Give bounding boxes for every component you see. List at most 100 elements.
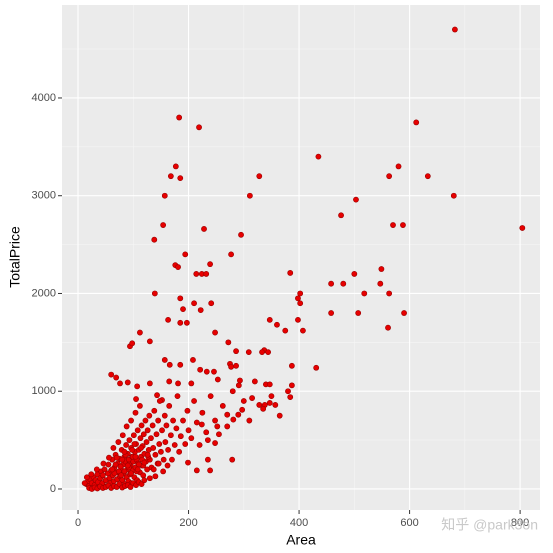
point — [204, 437, 211, 444]
y-axis-title: TotalPrice — [7, 226, 23, 288]
point — [400, 222, 406, 228]
point — [328, 280, 335, 287]
point — [151, 236, 158, 243]
point — [413, 119, 420, 126]
point — [212, 329, 218, 336]
point — [146, 338, 153, 345]
points — [81, 26, 526, 492]
point — [132, 409, 139, 416]
point — [224, 411, 231, 418]
point — [266, 381, 273, 388]
point — [229, 388, 236, 395]
point — [177, 319, 184, 326]
point — [129, 446, 136, 453]
point — [140, 431, 147, 438]
point — [256, 402, 263, 408]
point — [170, 417, 176, 424]
point — [451, 26, 458, 33]
point — [180, 417, 186, 424]
point — [166, 361, 173, 368]
point — [83, 474, 90, 481]
point — [177, 433, 184, 440]
point — [127, 484, 134, 490]
point — [386, 173, 393, 180]
point — [175, 380, 181, 387]
point — [295, 295, 301, 302]
point — [238, 231, 244, 238]
point — [117, 463, 124, 470]
point — [121, 468, 128, 475]
point — [224, 423, 231, 430]
point — [355, 310, 362, 316]
point — [166, 402, 173, 409]
point — [134, 383, 141, 390]
point — [338, 212, 344, 219]
point — [196, 442, 203, 448]
point — [167, 432, 174, 439]
point — [177, 361, 184, 368]
point — [177, 295, 184, 302]
point — [177, 175, 184, 182]
point — [81, 480, 88, 487]
point — [137, 402, 143, 409]
point — [123, 442, 130, 448]
point — [295, 316, 301, 323]
point — [160, 468, 167, 475]
point — [190, 357, 196, 363]
point — [385, 324, 391, 331]
point — [183, 319, 190, 326]
point — [246, 417, 253, 424]
point — [131, 441, 138, 447]
point — [225, 339, 232, 346]
point — [219, 402, 226, 409]
point — [176, 114, 183, 121]
point — [141, 459, 148, 466]
point — [361, 290, 368, 297]
point — [166, 378, 173, 385]
point — [146, 412, 153, 419]
point — [212, 440, 218, 446]
point — [401, 310, 407, 316]
point — [115, 439, 122, 445]
point — [266, 400, 273, 406]
point — [207, 261, 213, 268]
point — [199, 409, 206, 416]
point — [169, 456, 175, 463]
y-tick-label: 2000 — [32, 287, 56, 299]
point — [146, 380, 153, 387]
point — [146, 475, 153, 482]
point — [212, 417, 218, 424]
point — [188, 435, 195, 442]
point — [150, 445, 157, 451]
point — [351, 271, 358, 277]
point — [128, 470, 134, 477]
point — [109, 466, 116, 473]
point — [150, 466, 157, 473]
point — [124, 379, 131, 386]
point — [152, 451, 159, 458]
point — [208, 300, 215, 307]
y-tick-label: 3000 — [32, 190, 56, 202]
point — [123, 423, 130, 430]
point — [118, 472, 125, 479]
point — [99, 472, 106, 479]
point — [256, 173, 263, 180]
point — [126, 437, 133, 444]
point — [112, 461, 119, 468]
point — [204, 456, 211, 463]
point — [184, 407, 191, 414]
point — [163, 422, 170, 429]
point — [395, 163, 402, 170]
point — [138, 481, 145, 487]
point — [185, 427, 192, 434]
point — [287, 394, 294, 400]
point — [300, 327, 306, 334]
point — [143, 439, 150, 445]
point — [260, 405, 267, 412]
point — [159, 427, 165, 434]
point — [386, 290, 393, 297]
point — [237, 377, 243, 384]
y-tick-label: 0 — [50, 483, 56, 495]
point — [148, 435, 154, 442]
point — [161, 357, 168, 363]
